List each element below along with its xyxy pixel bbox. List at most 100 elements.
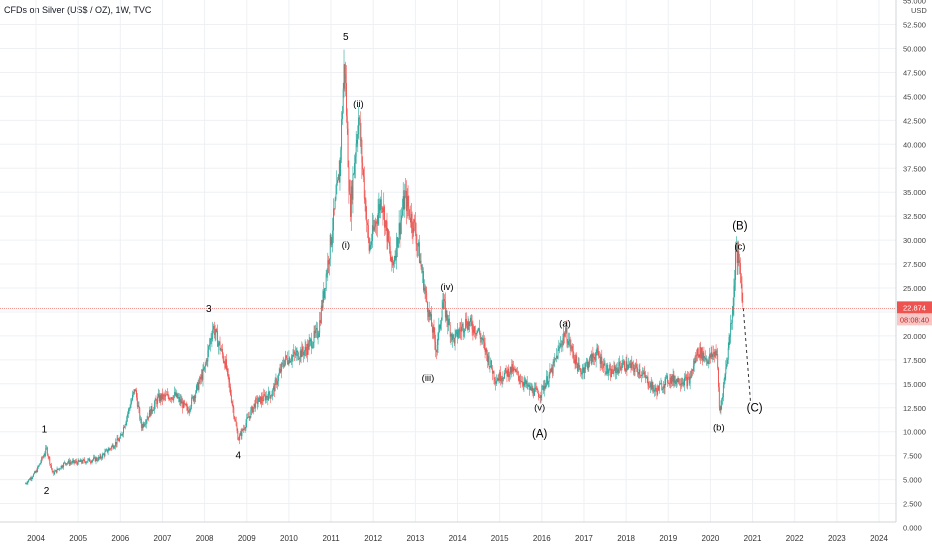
- candle-body: [384, 206, 385, 228]
- candle-body: [176, 392, 178, 398]
- candle-body: [30, 477, 32, 479]
- candle-body: [682, 382, 684, 384]
- candle-body: [232, 404, 234, 408]
- x-tick-label: 2021: [744, 534, 762, 543]
- candle-body: [42, 456, 44, 458]
- candle-body: [116, 438, 118, 445]
- candle-body: [425, 290, 427, 293]
- candle-body: [292, 354, 294, 357]
- candle-body: [460, 330, 462, 332]
- candle-body: [48, 456, 50, 458]
- candle-body: [531, 387, 533, 391]
- projection-line: [742, 308, 751, 402]
- candle-body: [416, 243, 418, 245]
- candle-body: [247, 417, 249, 418]
- y-tick-label: 52.500: [903, 21, 926, 30]
- candle-body: [493, 371, 495, 379]
- candle-body: [102, 454, 103, 459]
- candle-body: [259, 396, 261, 398]
- candle-body: [333, 208, 335, 210]
- candle-body: [668, 382, 670, 384]
- candle-body: [164, 395, 166, 397]
- candle-body: [551, 367, 553, 374]
- candle-body: [138, 405, 140, 409]
- candle-body: [735, 250, 736, 280]
- candle-body: [576, 355, 578, 364]
- candle-body: [426, 292, 428, 302]
- y-tick-label: 0.000: [903, 524, 922, 533]
- candle-body: [103, 454, 105, 456]
- candle-body: [202, 368, 204, 380]
- candle-body: [490, 360, 492, 367]
- candle-body: [347, 128, 349, 168]
- candle-body: [60, 465, 62, 469]
- candle-body: [228, 374, 230, 383]
- time-axis[interactable]: 2004 2005 2006 2007 2008 2009 2010 2011 2012 2013…: [27, 534, 888, 543]
- candle-body: [701, 347, 702, 359]
- candle-body: [601, 356, 603, 368]
- candle-body: [78, 460, 80, 462]
- candle-body: [279, 369, 281, 373]
- candle-body: [517, 371, 519, 377]
- candle-body: [527, 385, 529, 387]
- candle-body: [234, 416, 236, 420]
- y-tick-label: 7.500: [903, 452, 922, 461]
- candle-body: [511, 364, 513, 373]
- candle-body: [549, 369, 551, 375]
- candle-body: [588, 364, 590, 369]
- candle-body: [310, 339, 312, 341]
- x-tick-label: 2017: [575, 534, 593, 543]
- candle-body: [239, 435, 240, 441]
- candle-body: [525, 380, 527, 385]
- candle-body: [145, 420, 147, 424]
- candle-body: [128, 408, 130, 410]
- candle-body: [559, 343, 561, 347]
- candle-body: [376, 223, 378, 225]
- candle-body: [293, 351, 295, 355]
- candle-body: [183, 401, 185, 405]
- candle-body: [537, 389, 539, 394]
- candle-body: [307, 343, 308, 356]
- candle-body: [594, 356, 595, 360]
- candle-body: [205, 360, 207, 365]
- candle-body: [182, 401, 184, 409]
- candle-body: [109, 448, 111, 450]
- candle-body: [316, 328, 317, 330]
- candle-body: [617, 369, 619, 373]
- candle-body: [656, 390, 658, 395]
- candle-body: [428, 310, 430, 317]
- candle-body: [265, 396, 267, 401]
- candle-body: [260, 396, 262, 404]
- candle-body: [624, 361, 625, 370]
- candle-body: [65, 463, 67, 465]
- candle-body: [666, 375, 668, 383]
- candle-body: [681, 383, 683, 384]
- candle-body: [605, 371, 607, 375]
- candle-body: [594, 359, 596, 361]
- candle-body: [142, 423, 144, 428]
- candle-body: [61, 465, 63, 468]
- candle-body: [186, 405, 188, 407]
- candle-body: [474, 326, 475, 334]
- candle-body: [553, 361, 555, 363]
- candle-body: [90, 461, 92, 463]
- price-axis[interactable]: 0.000 2.500 5.000 7.500 10.000 12.500 15.000 17…: [903, 0, 927, 533]
- candle-body: [124, 424, 126, 428]
- candle-body: [662, 386, 664, 389]
- candle-body: [574, 359, 576, 365]
- candle-body: [637, 372, 639, 375]
- candle-body: [166, 393, 168, 396]
- candle-body: [172, 398, 174, 400]
- wave-label: 2: [44, 486, 50, 497]
- candle-body: [642, 373, 644, 375]
- candle-body: [198, 382, 200, 390]
- candle-body: [487, 355, 489, 362]
- candle-body: [75, 461, 77, 463]
- candle-body: [721, 399, 723, 406]
- candle-body: [54, 471, 56, 475]
- candle-body: [609, 368, 611, 370]
- candle-body: [448, 318, 450, 325]
- candle-body: [199, 376, 201, 383]
- candle-body: [567, 343, 569, 345]
